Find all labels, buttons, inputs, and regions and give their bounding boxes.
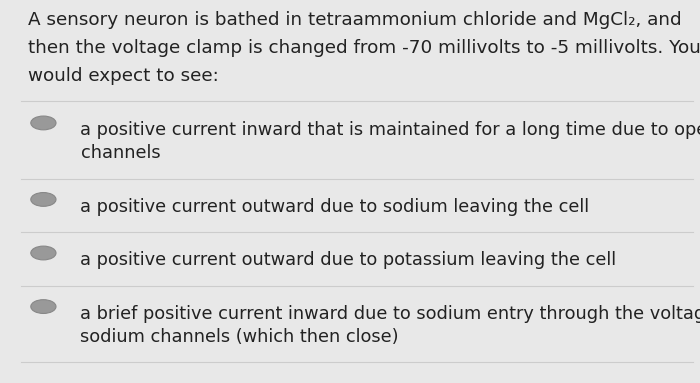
- Circle shape: [31, 193, 56, 206]
- Text: a positive current inward that is maintained for a long time due to open sodium: a positive current inward that is mainta…: [80, 121, 700, 139]
- Circle shape: [31, 300, 56, 313]
- Text: channels: channels: [80, 144, 160, 162]
- Text: would expect to see:: would expect to see:: [28, 67, 218, 85]
- Text: a brief positive current inward due to sodium entry through the voltage-gated: a brief positive current inward due to s…: [80, 305, 700, 323]
- Text: a positive current outward due to potassium leaving the cell: a positive current outward due to potass…: [80, 252, 617, 270]
- Circle shape: [31, 116, 56, 130]
- Circle shape: [31, 246, 56, 260]
- Text: sodium channels (which then close): sodium channels (which then close): [80, 328, 399, 346]
- Text: then the voltage clamp is changed from -70 millivolts to -5 millivolts. You: then the voltage clamp is changed from -…: [28, 39, 700, 57]
- Text: a positive current outward due to sodium leaving the cell: a positive current outward due to sodium…: [80, 198, 589, 216]
- Text: A sensory neuron is bathed in tetraammonium chloride and MgCl₂, and: A sensory neuron is bathed in tetraammon…: [28, 11, 682, 29]
